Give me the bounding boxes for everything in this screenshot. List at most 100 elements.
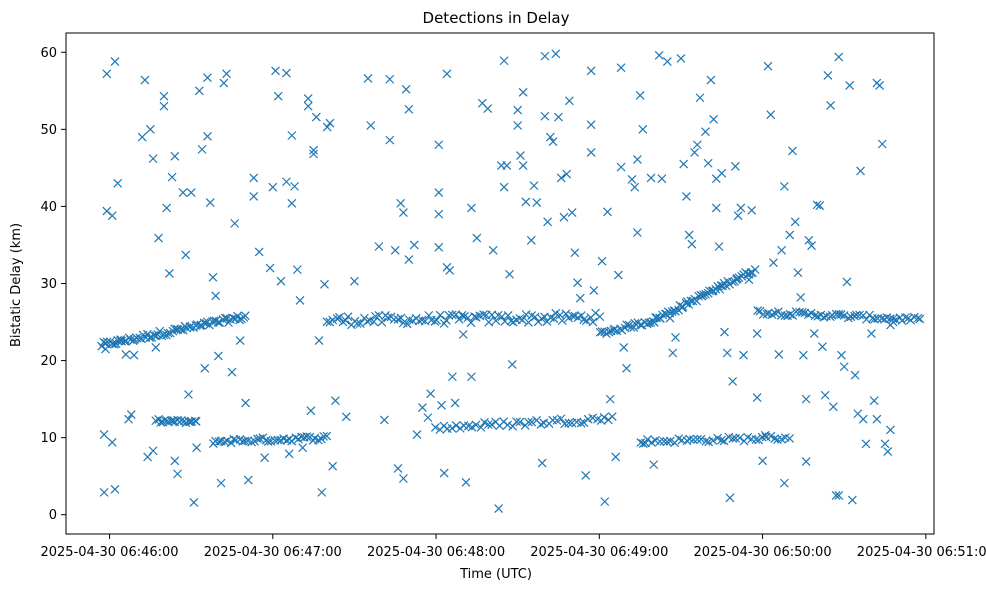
data-point-marker (655, 437, 665, 446)
data-point-marker (164, 269, 174, 278)
data-point-marker (699, 290, 708, 300)
data-point-marker (170, 151, 180, 161)
data-point-marker (222, 69, 231, 79)
data-point-marker (240, 311, 250, 321)
data-point-marker (788, 146, 797, 156)
data-point-marker (807, 241, 816, 251)
data-point-marker (638, 124, 648, 134)
data-point-marker (548, 137, 558, 147)
data-point-marker (806, 308, 816, 318)
data-point-marker (706, 75, 716, 85)
data-point-marker (458, 329, 468, 339)
data-point-marker (773, 435, 782, 445)
data-point-marker (717, 168, 727, 178)
data-point-marker (404, 255, 414, 265)
data-point-marker (512, 417, 522, 427)
data-point-marker (313, 435, 323, 445)
data-point-marker (790, 217, 800, 227)
data-point-marker (818, 342, 827, 352)
data-point-marker (110, 57, 120, 66)
data-point-marker (213, 351, 223, 361)
data-point-marker (203, 131, 212, 141)
data-point-marker (635, 91, 645, 100)
data-point-marker (513, 121, 523, 130)
data-point-marker (843, 313, 853, 323)
data-point-marker (605, 394, 615, 404)
data-point-marker (886, 425, 895, 435)
data-points (97, 49, 925, 513)
data-point-marker (769, 258, 778, 268)
data-point-marker (434, 140, 444, 150)
data-point-marker (220, 313, 230, 323)
data-point-marker (785, 230, 795, 240)
data-point-marker (752, 329, 762, 339)
data-point-marker (99, 487, 109, 497)
data-point-marker (515, 151, 525, 160)
data-point-marker (222, 436, 232, 446)
data-point-marker (488, 245, 498, 255)
data-point-marker (273, 91, 283, 101)
data-point-marker (145, 124, 155, 134)
data-point-marker (325, 118, 335, 128)
data-point-marker (751, 435, 761, 444)
data-point-marker (335, 312, 344, 322)
data-point-marker (548, 415, 558, 425)
data-point-marker (268, 182, 278, 192)
data-point-marker (719, 436, 729, 446)
data-point-marker (434, 209, 444, 219)
data-point-marker (735, 433, 745, 443)
data-point-marker (695, 93, 705, 103)
data-point-marker (235, 336, 245, 345)
data-point-marker (540, 51, 550, 61)
data-point-marker (483, 420, 493, 429)
data-point-marker (812, 200, 822, 210)
data-point-marker (253, 434, 262, 444)
data-point-marker (828, 402, 838, 412)
data-point-marker (401, 84, 411, 94)
data-point-marker (856, 166, 865, 176)
data-point-marker (322, 431, 332, 441)
data-point-marker (576, 418, 586, 428)
plot-area (97, 49, 925, 513)
data-point-marker (137, 132, 147, 142)
data-point-marker (330, 396, 340, 406)
y-tick-label: 60 (40, 46, 57, 61)
data-point-marker (581, 470, 591, 480)
data-point-marker (847, 495, 857, 505)
data-point-marker (385, 74, 395, 84)
data-point-marker (600, 497, 610, 507)
data-point-marker (858, 414, 868, 424)
data-point-marker (779, 478, 789, 488)
data-point-marker (728, 376, 738, 386)
data-point-marker (901, 313, 910, 322)
data-point-marker (107, 437, 117, 447)
data-point-marker (586, 120, 596, 130)
data-point-marker (758, 310, 768, 319)
data-point-marker (434, 188, 444, 197)
data-point-marker (613, 270, 623, 280)
y-tick-label: 0 (49, 508, 57, 523)
data-point-marker (671, 333, 680, 342)
data-point-marker (412, 430, 422, 439)
data-point-marker (684, 230, 694, 240)
data-point-marker (834, 491, 844, 500)
data-point-marker (524, 417, 533, 427)
data-point-marker (579, 315, 589, 325)
data-point-marker (97, 341, 107, 351)
data-point-marker (287, 198, 297, 208)
data-point-marker (632, 154, 642, 164)
data-point-marker (383, 313, 393, 323)
data-point-marker (320, 279, 329, 289)
data-point-marker (322, 317, 332, 327)
data-point-marker (711, 203, 721, 213)
data-point-marker (717, 281, 727, 291)
data-point-marker (845, 80, 855, 90)
data-point-marker (121, 349, 131, 359)
data-point-marker (543, 217, 553, 227)
data-point-marker (515, 417, 525, 427)
data-point-marker (173, 469, 182, 479)
data-point-marker (374, 311, 384, 320)
data-point-marker (290, 181, 299, 191)
data-point-marker (823, 70, 833, 80)
data-point-marker (513, 105, 523, 115)
